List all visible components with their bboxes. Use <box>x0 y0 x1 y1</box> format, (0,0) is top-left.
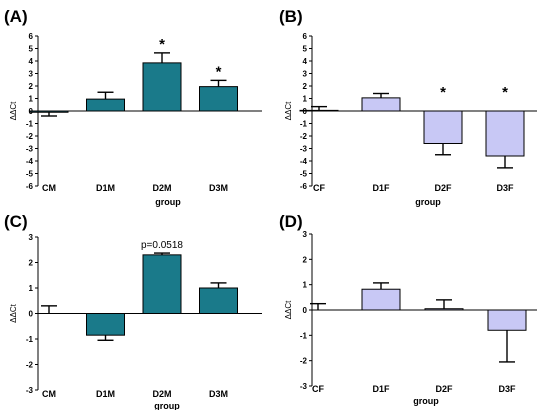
y-axis-title: ΔΔCt <box>9 303 18 322</box>
panel-label: (B) <box>279 7 303 26</box>
category-label-d1m: D1M <box>96 183 115 193</box>
y-axis-title: ΔΔCt <box>284 300 293 319</box>
y-tick-label: -4 <box>300 157 308 166</box>
y-tick-label: -2 <box>300 357 308 366</box>
y-tick-label: 1 <box>29 95 34 104</box>
category-label-cm: CM <box>42 389 56 399</box>
y-tick-label: 1 <box>29 284 34 293</box>
bar-d1m <box>86 313 125 336</box>
chart-panel-D: (D) -3 -2 -1 0 1 2 3 ΔΔCt CF D1F D2F D3F group <box>279 212 537 406</box>
y-tick-label: -1 <box>26 120 34 129</box>
significance-star: * <box>159 36 165 53</box>
category-label-d1f: D1F <box>372 183 390 193</box>
category-label-d3f: D3F <box>498 384 516 394</box>
y-tick-label: -2 <box>26 132 34 141</box>
y-tick-label: -1 <box>300 120 308 129</box>
bar-d3m <box>199 86 238 112</box>
y-tick-label: 6 <box>303 32 308 41</box>
category-label-d3m: D3M <box>209 183 228 193</box>
category-label-cm: CM <box>42 183 56 193</box>
panel-label: (C) <box>4 212 28 231</box>
category-label-d2m: D2M <box>152 183 171 193</box>
y-tick-label: -1 <box>26 335 34 344</box>
bar-d2f <box>423 110 463 144</box>
x-axis-title: group <box>154 401 180 410</box>
y-tick-label: 6 <box>29 32 34 41</box>
y-tick-label: -3 <box>300 145 308 154</box>
category-label-cf: CF <box>312 384 324 394</box>
y-tick-label: 3 <box>303 70 308 79</box>
y-tick-label: 3 <box>29 233 34 242</box>
y-tick-label: -3 <box>26 386 34 395</box>
category-label-d1m: D1M <box>96 389 115 399</box>
bar-d1m <box>86 98 125 112</box>
panel-label: (A) <box>4 7 28 26</box>
bar-d2m <box>142 254 182 314</box>
y-tick-label: 2 <box>303 82 308 91</box>
category-label-d2f: D2F <box>434 183 452 193</box>
y-tick-label: -2 <box>300 132 308 141</box>
y-tick-label: -6 <box>300 182 308 191</box>
category-label-d2f: D2F <box>435 384 453 394</box>
bar-d1f <box>361 97 401 112</box>
y-tick-label: 5 <box>303 45 308 54</box>
significance-star: * <box>502 84 508 101</box>
bar-d3f <box>487 309 527 331</box>
y-tick-label: 4 <box>303 57 308 66</box>
y-tick-label: -6 <box>26 182 34 191</box>
y-tick-label: 0 <box>29 310 34 319</box>
y-tick-label: -3 <box>26 145 34 154</box>
bar-d3m <box>199 287 238 314</box>
y-axis-title: ΔΔCt <box>9 101 18 120</box>
y-tick-label: -4 <box>26 157 34 166</box>
y-axis-title: ΔΔCt <box>284 101 293 120</box>
bar-cf <box>299 109 339 112</box>
bar-d2f <box>424 308 464 311</box>
y-tick-label: -5 <box>300 170 308 179</box>
y-tick-label: -3 <box>300 382 308 391</box>
y-tick-label: 1 <box>303 281 308 290</box>
significance-star: * <box>216 63 222 80</box>
p-value-label: p=0.0518 <box>141 240 183 251</box>
category-label-d1f: D1F <box>372 384 390 394</box>
y-tick-label: 5 <box>29 45 34 54</box>
category-label-cf: CF <box>313 183 325 193</box>
y-tick-label: -1 <box>300 331 308 340</box>
x-axis-title: group <box>415 197 441 207</box>
y-tick-label: 2 <box>29 259 34 268</box>
y-tick-label: 4 <box>29 57 34 66</box>
chart-panel-A: (A)-6-5-4-3-2-10123456ΔΔCtCMD1MD2M*D3M*g… <box>4 7 262 207</box>
bar-d2m <box>142 62 182 112</box>
y-tick-label: 0 <box>303 306 308 315</box>
y-tick-label: -2 <box>26 361 34 370</box>
panel-label: (D) <box>279 212 303 231</box>
y-tick-label: -5 <box>26 170 34 179</box>
y-tick-label: 3 <box>29 70 34 79</box>
x-axis-title: group <box>155 197 181 207</box>
category-label-d3f: D3F <box>496 183 514 193</box>
category-label-d3m: D3M <box>209 389 228 399</box>
bar-d1f <box>361 288 401 311</box>
category-label-d2m: D2M <box>152 389 171 399</box>
x-axis-title: group <box>413 396 439 406</box>
chart-panel-B: (B)-6-5-4-3-2-10123456ΔΔCtCFD1FD2F*D3F*g… <box>279 7 537 207</box>
bar-cm <box>29 110 69 113</box>
y-tick-label: 2 <box>303 255 308 264</box>
y-tick-label: 2 <box>29 82 34 91</box>
y-tick-label: 3 <box>303 230 308 239</box>
chart-panel-C: (C) -3 -2 -1 0 1 2 3 ΔΔCt CM D1M D2M p=0.0518 D3M grou… <box>4 212 262 410</box>
bar-d3f <box>485 110 525 157</box>
y-tick-label: 1 <box>303 95 308 104</box>
significance-star: * <box>440 84 446 101</box>
